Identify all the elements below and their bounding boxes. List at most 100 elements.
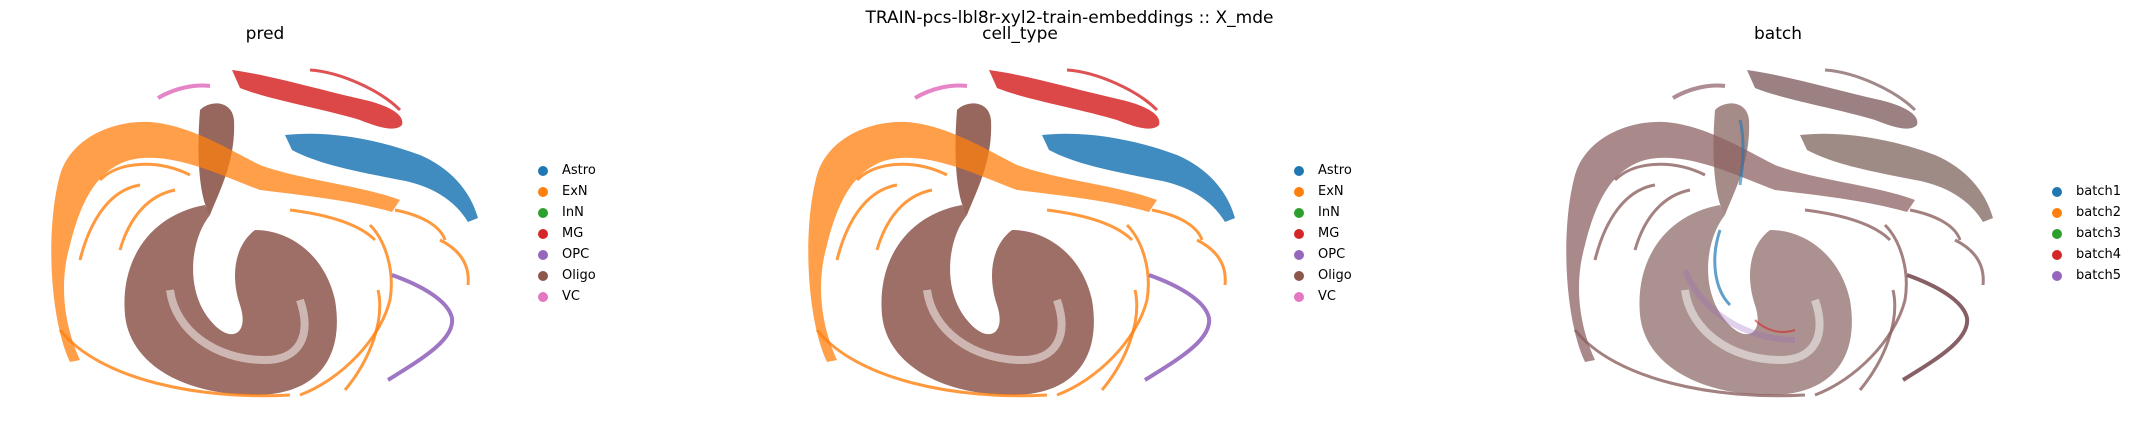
- cluster-oligo-inner: [1681, 289, 1824, 365]
- legend-label: ExN: [1318, 184, 1344, 199]
- legend-entry: batch5: [2052, 265, 2121, 286]
- cluster-exn-arc: [118, 188, 176, 251]
- embedding-panel: [1566, 68, 1993, 398]
- legend-marker: [1294, 249, 1304, 260]
- legend-label: Astro: [562, 163, 596, 178]
- legend-entry: Oligo: [1294, 265, 1352, 286]
- cluster-exn-arc: [1151, 208, 1204, 241]
- cluster-mg-arc: [309, 68, 402, 112]
- legend-marker: [2052, 249, 2062, 260]
- legend-batch: batch1 batch2 batch3 batch4 batch5: [2052, 181, 2121, 286]
- cluster-exn-arc: [1804, 208, 1892, 242]
- legend-label: InN: [1318, 205, 1340, 220]
- cluster-exn-arc: [815, 329, 1048, 398]
- cluster-vc-streak: [1671, 83, 1726, 100]
- cluster-exn-arc: [855, 162, 948, 182]
- cluster-mg-arc: [1824, 68, 1917, 112]
- legend-marker: [538, 291, 548, 302]
- cluster-oligo-blob: [124, 205, 337, 395]
- cluster-exn-wing: [51, 121, 401, 362]
- cluster-exn-arc: [1056, 223, 1150, 397]
- legend-label: Astro: [1318, 163, 1352, 178]
- embedding-panel: [51, 68, 478, 398]
- legend-marker: [2052, 270, 2062, 281]
- legend-label: InN: [562, 205, 584, 220]
- cluster-oligo-inner: [923, 289, 1066, 365]
- legend-marker: [538, 165, 548, 176]
- batch5-haze: [1682, 268, 1796, 343]
- panel-title-cell-type: cell_type: [982, 24, 1058, 44]
- legend-marker: [1294, 228, 1304, 239]
- cluster-exn-arc: [875, 188, 933, 251]
- legend-marker: [2052, 228, 2062, 239]
- cluster-mg-band: [232, 70, 403, 129]
- cluster-exn-arc: [289, 208, 377, 242]
- legend-marker: [538, 207, 548, 218]
- legend-label: batch5: [2076, 268, 2121, 283]
- legend-marker: [1294, 291, 1304, 302]
- legend-entry: MG: [1294, 223, 1352, 244]
- legend-label: batch2: [2076, 205, 2121, 220]
- legend-entry: Astro: [1294, 160, 1352, 181]
- legend-entry: batch1: [2052, 181, 2121, 202]
- cluster-exn-arc: [1954, 238, 1985, 286]
- legend-cell-type: Astro ExN InN MG OPC Oligo VC: [1294, 160, 1352, 307]
- legend-pred: Astro ExN InN MG OPC Oligo VC: [538, 160, 596, 307]
- cluster-exn-arc: [1100, 289, 1139, 391]
- legend-label: MG: [562, 226, 584, 241]
- cluster-exn-arc: [299, 223, 393, 397]
- legend-marker: [2052, 207, 2062, 218]
- legend-entry: VC: [538, 286, 596, 307]
- cluster-opc-arc: [1143, 273, 1212, 382]
- legend-label: batch4: [2076, 247, 2121, 262]
- legend-marker: [2052, 186, 2062, 197]
- cluster-exn-arc: [1814, 223, 1908, 397]
- cluster-oligo-blob: [1639, 205, 1852, 395]
- legend-entry: InN: [1294, 202, 1352, 223]
- legend-marker: [1294, 270, 1304, 281]
- cluster-exn-arc: [1613, 162, 1706, 182]
- embedding-panel: [808, 68, 1235, 398]
- legend-entry: batch3: [2052, 223, 2121, 244]
- cluster-exn-arc: [1593, 183, 1656, 261]
- legend-entry: OPC: [538, 244, 596, 265]
- panel-title-pred: pred: [245, 24, 285, 44]
- cluster-exn-arc: [1909, 208, 1962, 241]
- legend-label: batch1: [2076, 184, 2121, 199]
- batch1-stalk: [1738, 119, 1745, 186]
- cluster-exn-arc: [1046, 208, 1134, 242]
- cluster-exn-arc: [1196, 238, 1227, 286]
- cluster-exn-arc: [58, 329, 291, 398]
- legend-marker: [538, 228, 548, 239]
- legend-entry: VC: [1294, 286, 1352, 307]
- batch1-streak: [1713, 229, 1732, 307]
- legend-marker: [538, 270, 548, 281]
- cluster-mg-arc: [1066, 68, 1159, 112]
- legend-marker: [538, 249, 548, 260]
- legend-entry: ExN: [538, 181, 596, 202]
- legend-entry: ExN: [1294, 181, 1352, 202]
- legend-label: MG: [1318, 226, 1340, 241]
- cluster-exn-arc: [1858, 289, 1897, 391]
- cluster-exn-arc: [439, 238, 470, 286]
- legend-label: OPC: [562, 247, 590, 262]
- legend-label: VC: [562, 289, 580, 304]
- cluster-astro-band: [1042, 133, 1235, 222]
- cluster-exn-arc: [1633, 188, 1691, 251]
- legend-label: Oligo: [562, 268, 596, 283]
- cluster-exn-wing: [1566, 121, 1915, 362]
- legend-marker: [538, 186, 548, 197]
- cluster-vc-streak: [156, 83, 211, 100]
- legend-marker: [1294, 165, 1304, 176]
- legend-marker: [1294, 186, 1304, 197]
- legend-entry: batch2: [2052, 202, 2121, 223]
- cluster-mg-band: [989, 70, 1160, 129]
- cluster-exn-arc: [98, 162, 191, 182]
- legend-entry: Oligo: [538, 265, 596, 286]
- cluster-exn-wing: [808, 121, 1157, 362]
- legend-entry: MG: [538, 223, 596, 244]
- cluster-exn-arc: [343, 289, 382, 391]
- legend-label: ExN: [562, 184, 588, 199]
- legend-entry: Astro: [538, 160, 596, 181]
